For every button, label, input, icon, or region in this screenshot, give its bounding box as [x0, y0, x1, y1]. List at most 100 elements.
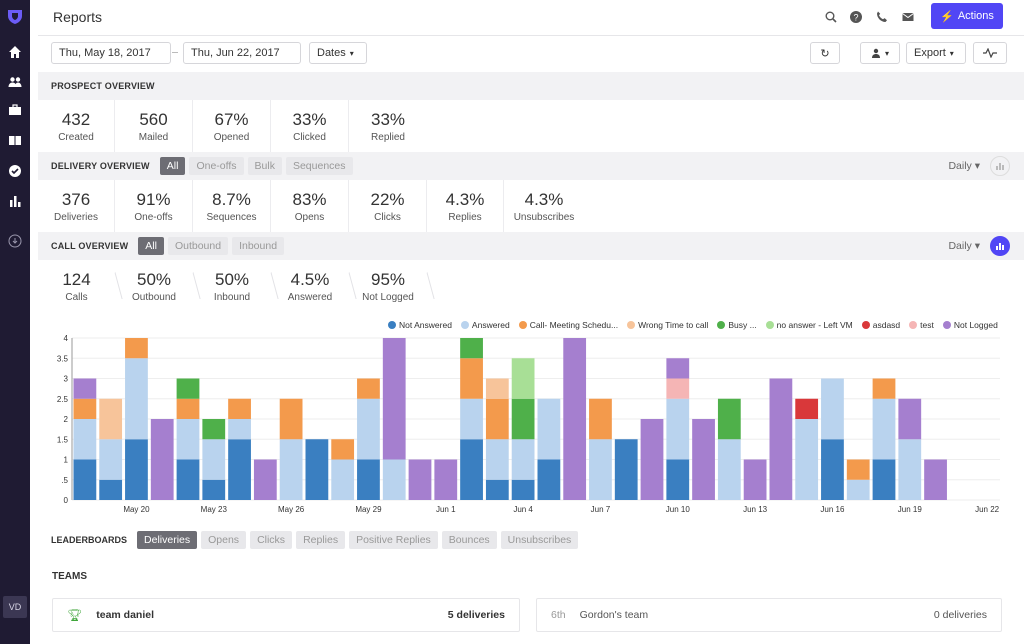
bar-segment[interactable] [99, 439, 123, 480]
bar-segment[interactable] [382, 338, 406, 460]
bar-segment[interactable] [357, 378, 380, 399]
search-icon[interactable] [824, 10, 838, 24]
bar-segment[interactable] [666, 459, 690, 501]
bar-segment[interactable] [537, 459, 561, 501]
bar-segment[interactable] [717, 398, 741, 440]
actions-button[interactable]: ⚡ Actions [931, 3, 1003, 29]
bar-segment[interactable] [202, 479, 226, 500]
team-row[interactable]: 🏆︎ team daniel 5 deliveries [52, 598, 520, 632]
bar-segment[interactable] [99, 479, 123, 500]
bar-segment[interactable] [511, 439, 535, 480]
legend-item[interactable]: Busy ... [717, 320, 757, 330]
bar-segment[interactable] [795, 419, 819, 500]
legend-item[interactable]: asdasd [861, 320, 900, 330]
activity-button[interactable] [973, 42, 1007, 64]
user-filter-dropdown[interactable]: ▾ [860, 42, 900, 64]
logo-icon[interactable] [6, 7, 24, 25]
bar-segment[interactable] [202, 439, 226, 480]
bar-segment[interactable] [228, 439, 251, 500]
bar-segment[interactable] [253, 459, 277, 501]
mail-icon[interactable] [901, 10, 915, 24]
tab-delivery-sequences[interactable]: Sequences [285, 157, 353, 175]
export-dropdown[interactable]: Export ▾ [906, 42, 966, 64]
bar-segment[interactable] [460, 398, 483, 440]
book-icon[interactable] [6, 131, 24, 149]
bar-segment[interactable] [666, 378, 690, 399]
tab-lb-clicks[interactable]: Clicks [250, 531, 293, 549]
bar-chart-icon[interactable] [6, 192, 24, 210]
tab-lb-replies[interactable]: Replies [296, 531, 346, 549]
bar-segment[interactable] [872, 398, 896, 460]
help-icon[interactable]: ? [849, 10, 863, 24]
bar-segment[interactable] [872, 459, 896, 501]
tab-delivery-bulk[interactable]: Bulk [247, 157, 282, 175]
bar-segment[interactable] [485, 378, 509, 399]
bar-segment[interactable] [485, 398, 509, 440]
team-row[interactable]: 6th Gordon's team 0 deliveries [536, 598, 1002, 632]
bar-segment[interactable] [898, 439, 922, 500]
legend-item[interactable]: Not Answered [388, 320, 452, 330]
bar-segment[interactable] [279, 398, 303, 440]
bar-segment[interactable] [125, 338, 148, 359]
legend-item[interactable]: Not Logged [942, 320, 998, 330]
bar-segment[interactable] [563, 338, 587, 500]
refresh-button[interactable]: ↻ [810, 42, 840, 64]
bar-segment[interactable] [872, 378, 896, 399]
bar-segment[interactable] [717, 439, 741, 500]
bar-segment[interactable] [176, 398, 200, 419]
tab-calls-outbound[interactable]: Outbound [167, 237, 229, 255]
bar-segment[interactable] [692, 419, 715, 500]
tab-lb-positive-replies[interactable]: Positive Replies [349, 531, 438, 549]
bar-segment[interactable] [73, 459, 97, 501]
bar-segment[interactable] [666, 358, 690, 379]
briefcase-icon[interactable] [6, 101, 24, 119]
delivery-interval-dropdown[interactable]: Daily ▾ [948, 160, 980, 172]
bar-segment[interactable] [150, 419, 174, 500]
bar-segment[interactable] [176, 419, 200, 460]
legend-item[interactable]: Call- Meeting Schedu... [518, 320, 618, 330]
bar-segment[interactable] [279, 439, 303, 500]
tab-lb-opens[interactable]: Opens [201, 531, 247, 549]
bar-segment[interactable] [331, 439, 355, 460]
check-badge-icon[interactable] [6, 162, 24, 180]
legend-item[interactable]: no answer - Left VM [765, 320, 853, 330]
bar-segment[interactable] [176, 459, 200, 501]
bar-segment[interactable] [408, 459, 432, 501]
bar-segment[interactable] [305, 439, 329, 500]
bar-segment[interactable] [357, 398, 380, 460]
people-icon[interactable] [6, 73, 24, 91]
bar-segment[interactable] [73, 378, 97, 399]
bar-segment[interactable] [821, 378, 844, 440]
phone-icon[interactable] [875, 10, 889, 24]
bar-segment[interactable] [176, 378, 200, 399]
bar-segment[interactable] [769, 378, 793, 501]
legend-item[interactable]: Answered [460, 320, 510, 330]
call-chart-toggle[interactable] [990, 236, 1010, 256]
bar-segment[interactable] [846, 479, 870, 500]
legend-item[interactable]: Wrong Time to call [627, 320, 708, 330]
bar-segment[interactable] [460, 358, 483, 399]
bar-segment[interactable] [537, 398, 561, 460]
home-icon[interactable] [6, 43, 24, 61]
bar-segment[interactable] [589, 439, 612, 500]
bar-segment[interactable] [511, 479, 535, 500]
bar-segment[interactable] [795, 398, 819, 419]
bar-segment[interactable] [589, 398, 612, 440]
start-date-input[interactable]: Thu, May 18, 2017 [51, 42, 171, 64]
bar-segment[interactable] [485, 479, 509, 500]
tab-calls-all[interactable]: All [138, 237, 164, 255]
bar-segment[interactable] [614, 439, 638, 500]
bar-segment[interactable] [125, 439, 148, 500]
bar-segment[interactable] [228, 398, 251, 419]
bar-segment[interactable] [331, 459, 355, 501]
bar-segment[interactable] [485, 439, 509, 480]
bar-segment[interactable] [382, 459, 406, 501]
bar-segment[interactable] [73, 419, 97, 460]
tab-delivery-all[interactable]: All [159, 157, 186, 175]
legend-item[interactable]: test [909, 320, 934, 330]
bar-segment[interactable] [846, 459, 870, 480]
bar-segment[interactable] [125, 358, 148, 440]
tab-calls-inbound[interactable]: Inbound [232, 237, 285, 255]
bar-segment[interactable] [743, 459, 767, 501]
delivery-chart-toggle[interactable] [990, 156, 1010, 176]
